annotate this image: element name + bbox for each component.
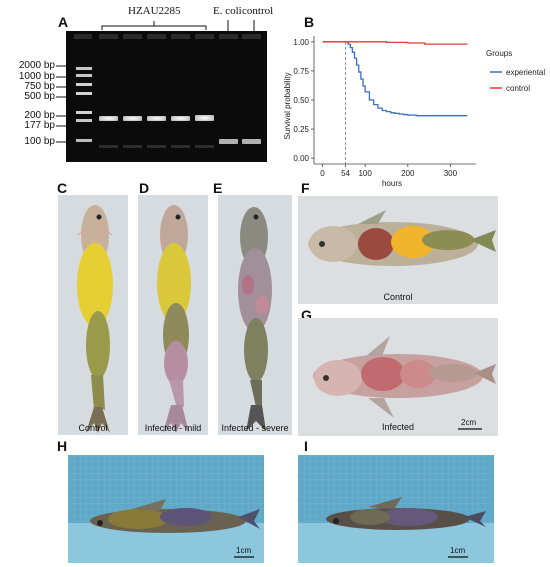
chart-series-experiental bbox=[322, 41, 468, 117]
panel-label-b: B bbox=[304, 14, 315, 30]
legend-title: Groups bbox=[486, 49, 512, 58]
chart-x-tick-label: 54 bbox=[341, 169, 350, 178]
chart-y-tick-label: 0.50 bbox=[293, 96, 309, 105]
chart-x-axis-label: hours bbox=[382, 179, 402, 188]
panel-label-e: E bbox=[213, 180, 223, 196]
panel-label-g: G bbox=[301, 307, 312, 323]
chart-x-tick-label: 0 bbox=[320, 169, 325, 178]
chart-y-tick-label: 1.00 bbox=[293, 38, 309, 47]
chart-y-tick-label: 0.75 bbox=[293, 67, 309, 76]
ladder-label-1000: 1000 bp bbox=[18, 71, 55, 82]
ladder-ticks bbox=[56, 65, 66, 143]
chart-y-tick-label: 0.00 bbox=[293, 154, 309, 163]
caption-e: Infected - severe bbox=[221, 423, 289, 433]
panel-label-i: I bbox=[304, 438, 308, 454]
chart-x-tick-label: 200 bbox=[401, 169, 415, 178]
photo-control-dissected bbox=[298, 196, 498, 304]
scale-h-text: 1cm bbox=[236, 546, 251, 555]
photo-control-fish bbox=[58, 195, 128, 435]
ladder-label-2000: 2000 bp bbox=[18, 60, 55, 71]
caption-f: Control bbox=[383, 292, 413, 302]
gel-ladder bbox=[76, 67, 92, 142]
chart-y-tick-label: 0.25 bbox=[293, 125, 309, 134]
ladder-label-177: 177 bp bbox=[24, 120, 55, 131]
ladder-label-200: 200 bp bbox=[24, 110, 55, 121]
chart-y-axis-label: Survival probability bbox=[283, 72, 292, 139]
photo-mild-infected-fish bbox=[138, 195, 208, 435]
photo-infected-dissected: 2cm bbox=[298, 318, 498, 436]
chart-x-tick-label: 100 bbox=[358, 169, 372, 178]
scale-i-text: 1cm bbox=[450, 546, 465, 555]
panel-label-f: F bbox=[301, 180, 310, 196]
chart-series-control bbox=[322, 41, 468, 45]
scale-g-text: 2cm bbox=[461, 418, 476, 427]
legend-label-experiental: experiental bbox=[506, 68, 545, 77]
gel-header-bracket bbox=[101, 21, 207, 30]
caption-g: Infected bbox=[381, 422, 415, 432]
caption-c: Control bbox=[78, 423, 108, 433]
caption-d: Infected - mild bbox=[144, 423, 202, 433]
ladder-label-500: 500 bp bbox=[24, 91, 55, 102]
survival-chart: 0.00 0.25 0.50 0.75 1.00 0 54 100 200 300 Surviva… bbox=[283, 36, 545, 188]
legend-label-control: control bbox=[506, 84, 530, 93]
panel-label-a: A bbox=[58, 14, 69, 30]
photo-tank-fish-h: 1cm bbox=[68, 455, 264, 563]
gel-header-ecoli: E. coli bbox=[213, 5, 242, 17]
chart-x-tick-label: 300 bbox=[444, 169, 458, 178]
panel-label-h: H bbox=[57, 438, 68, 454]
panel-label-d: D bbox=[139, 180, 150, 196]
gel-header-strain: HZAU2285 bbox=[128, 5, 181, 17]
panel-label-c: C bbox=[57, 180, 68, 196]
gel-header-control: control bbox=[242, 5, 274, 17]
gel-image bbox=[66, 31, 267, 162]
ladder-label-100: 100 bp bbox=[24, 136, 55, 147]
photo-tank-fish-i: 1cm bbox=[298, 455, 494, 563]
ladder-label-750: 750 bp bbox=[24, 81, 55, 92]
gel-header-ecoli-tick bbox=[227, 20, 229, 31]
gel-header-control-tick bbox=[253, 20, 255, 31]
photo-severe-infected-fish bbox=[218, 195, 292, 435]
